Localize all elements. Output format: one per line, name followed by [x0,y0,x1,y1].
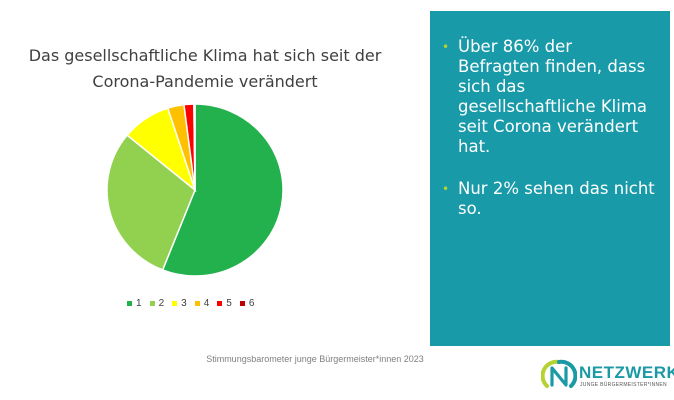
summary-panel: • Über 86% der Befragten finden, dass sic… [430,11,670,346]
legend-swatch-6 [239,301,245,306]
legend-label-3: 3 [181,298,187,309]
legend-swatch-5 [217,301,223,306]
bullet-icon: • [442,182,450,196]
legend-item-3: 3 [172,298,187,309]
legend-label-2: 2 [158,298,165,309]
legend-swatch-2 [149,301,155,306]
legend-label-1: 1 [136,298,142,309]
legend-swatch-3 [172,301,178,306]
bullet-icon: • [442,40,450,54]
footer-text: Stimmungsbarometer junge Bürgermeister*i… [206,354,424,364]
legend-item-2: 2 [149,298,165,309]
chart-title: Das gesellschaftliche Klima hat sich sei… [10,43,400,95]
pie-slice-2 [106,134,196,271]
netzwerk-logo-icon [541,359,577,388]
legend-item-4: 4 [194,298,210,309]
pie-slice-6 [193,103,196,191]
logo-subtitle: JUNGE BÜRGERMEISTER*INNEN [580,382,667,388]
legend-label-6: 6 [248,298,255,309]
summary-list: • Über 86% der Befragten finden, dass sic… [440,37,658,219]
legend-item-1: 1 [127,298,142,309]
chart-title-line-1: Das gesellschaftliche Klima hat sich sei… [28,46,382,65]
chart-title-line-2: Corona-Pandemie verändert [92,72,318,91]
summary-text-2: Nur 2% sehen das nicht so. [458,179,655,218]
legend-label-5: 5 [226,298,232,309]
summary-bullet-1: • Über 86% der Befragten finden, dass sic… [440,37,658,157]
pie-chart [106,103,284,277]
pie-slice-1 [161,103,284,277]
netzwerk-logo: NETZWERK JUNGE BÜRGERMEISTER*INNEN [541,358,674,394]
legend-item-6: 6 [239,298,255,309]
legend-label-4: 4 [203,298,210,309]
legend-swatch-1 [127,301,132,306]
legend-item-5: 5 [217,298,232,309]
logo-name: NETZWERK [579,363,674,382]
summary-text-1: Über 86% der Befragten finden, dass sich… [458,37,648,156]
chart-legend: 1 2 3 4 5 6 [127,298,254,309]
summary-bullet-2: • Nur 2% sehen das nicht so. [440,179,658,219]
legend-swatch-4 [194,301,200,306]
